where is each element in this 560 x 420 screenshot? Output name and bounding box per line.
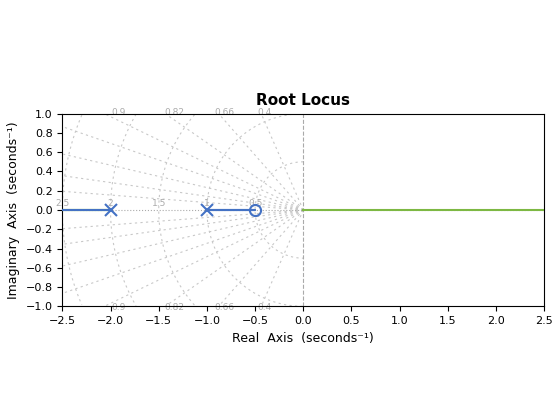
Text: 0.9: 0.9 xyxy=(111,108,125,118)
Text: 2.5: 2.5 xyxy=(55,199,69,208)
Y-axis label: Imaginary  Axis  (seconds⁻¹): Imaginary Axis (seconds⁻¹) xyxy=(7,121,20,299)
Title: Root Locus: Root Locus xyxy=(256,93,350,108)
Text: 1: 1 xyxy=(204,199,210,208)
Text: 0.66: 0.66 xyxy=(214,302,235,312)
Text: 0.4: 0.4 xyxy=(257,108,271,118)
Text: 1.5: 1.5 xyxy=(152,199,166,208)
X-axis label: Real  Axis  (seconds⁻¹): Real Axis (seconds⁻¹) xyxy=(232,332,374,345)
Text: 0.66: 0.66 xyxy=(214,108,235,118)
Text: 2: 2 xyxy=(108,199,113,208)
Text: 0.4: 0.4 xyxy=(257,302,271,312)
Text: 0.5: 0.5 xyxy=(248,199,262,208)
Text: 0.82: 0.82 xyxy=(165,302,185,312)
Text: 0.82: 0.82 xyxy=(165,108,185,118)
Text: 0.9: 0.9 xyxy=(111,302,125,312)
